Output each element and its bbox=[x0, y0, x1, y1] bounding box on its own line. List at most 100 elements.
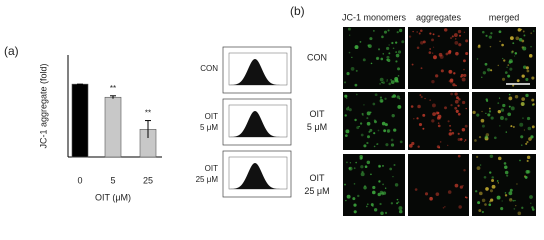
cell-signal bbox=[521, 97, 526, 101]
histogram-label: 25 μM bbox=[196, 175, 219, 184]
significance: ** bbox=[145, 109, 151, 118]
cell-signal bbox=[516, 183, 518, 185]
histogram-curve bbox=[229, 111, 287, 137]
cell-signal bbox=[522, 65, 527, 69]
cell-signal bbox=[489, 171, 492, 174]
cell-signal bbox=[483, 175, 487, 179]
cell-signal bbox=[499, 40, 501, 42]
cell-signal bbox=[360, 165, 364, 169]
cell-signal bbox=[497, 156, 502, 161]
x-tick-label: 5 bbox=[110, 175, 115, 185]
cell-signal bbox=[488, 203, 492, 207]
cell-signal bbox=[392, 47, 395, 50]
cell-signal bbox=[363, 144, 367, 148]
cell-signal bbox=[382, 81, 385, 84]
cell-signal bbox=[344, 114, 347, 117]
cell-signal bbox=[500, 207, 504, 211]
row-label: OIT bbox=[310, 173, 326, 183]
cell-signal bbox=[372, 102, 376, 106]
cell-signal bbox=[457, 138, 461, 141]
cell-signal bbox=[379, 202, 382, 206]
cell-signal bbox=[390, 143, 395, 147]
cell-signal bbox=[478, 44, 481, 47]
cell-signal bbox=[510, 51, 514, 54]
cell-signal bbox=[408, 35, 412, 38]
cell-signal bbox=[461, 100, 466, 105]
cell-signal bbox=[510, 125, 513, 128]
cell-signal bbox=[361, 112, 364, 115]
cell-signal bbox=[490, 32, 493, 35]
cell-signal bbox=[457, 112, 461, 116]
micrograph bbox=[408, 92, 469, 150]
cell-signal bbox=[436, 116, 441, 120]
cell-signal bbox=[437, 122, 440, 124]
cell-signal bbox=[484, 62, 488, 66]
cell-signal bbox=[388, 82, 392, 86]
cell-signal bbox=[432, 112, 436, 116]
cell-signal bbox=[476, 113, 480, 117]
cell-signal bbox=[465, 51, 469, 56]
cell-signal bbox=[394, 76, 399, 81]
cell-signal bbox=[489, 45, 492, 48]
cell-signal bbox=[366, 117, 369, 120]
row-label: CON bbox=[307, 52, 327, 62]
cell-signal bbox=[463, 59, 466, 63]
cell-signal bbox=[514, 95, 519, 99]
cell-signal bbox=[366, 205, 368, 208]
micrograph bbox=[408, 27, 469, 89]
cell-signal bbox=[508, 191, 513, 196]
cell-signal bbox=[465, 39, 469, 43]
cell-signal bbox=[514, 199, 516, 202]
histogram-curve bbox=[229, 163, 287, 189]
cell-signal bbox=[452, 83, 456, 87]
cell-signal bbox=[521, 144, 523, 146]
cell-signal bbox=[530, 32, 533, 35]
cell-signal bbox=[486, 99, 489, 102]
cell-signal bbox=[435, 192, 440, 196]
cell-signal bbox=[455, 38, 457, 40]
cell-signal bbox=[401, 40, 405, 44]
cell-signal bbox=[390, 202, 394, 205]
cell-signal bbox=[457, 154, 461, 158]
cell-signal bbox=[431, 103, 436, 108]
cell-signal bbox=[369, 37, 373, 41]
cell-signal bbox=[502, 103, 506, 108]
cell-signal bbox=[449, 78, 454, 83]
cell-signal bbox=[515, 204, 517, 207]
cell-signal bbox=[479, 164, 482, 166]
cell-signal bbox=[481, 110, 483, 113]
cell-signal bbox=[490, 198, 494, 202]
cell-signal bbox=[449, 79, 454, 84]
cell-signal bbox=[465, 196, 468, 199]
cell-signal bbox=[482, 30, 485, 34]
cell-signal bbox=[369, 128, 373, 132]
cell-signal bbox=[442, 207, 445, 209]
cell-signal bbox=[424, 192, 429, 196]
cell-signal bbox=[485, 187, 489, 191]
cell-signal bbox=[497, 64, 499, 67]
cell-signal bbox=[514, 52, 518, 55]
cell-signal bbox=[398, 206, 403, 211]
cell-signal bbox=[393, 128, 397, 132]
cell-signal bbox=[457, 104, 460, 107]
cell-signal bbox=[363, 104, 365, 106]
cell-signal bbox=[395, 51, 398, 54]
cell-signal bbox=[522, 46, 527, 51]
cell-signal bbox=[531, 206, 534, 209]
cell-signal bbox=[484, 135, 488, 139]
cell-signal bbox=[412, 30, 414, 33]
cell-signal bbox=[350, 67, 355, 71]
histogram-label: OIT bbox=[205, 112, 218, 121]
cell-signal bbox=[367, 135, 371, 139]
cell-signal bbox=[444, 106, 447, 110]
cell-signal bbox=[381, 192, 384, 196]
panel-label: (a) bbox=[4, 44, 19, 58]
cell-signal bbox=[480, 118, 485, 123]
cell-signal bbox=[437, 124, 441, 128]
cell-signal bbox=[373, 145, 376, 148]
cell-signal bbox=[347, 106, 350, 109]
cell-signal bbox=[353, 203, 357, 207]
bar bbox=[104, 96, 122, 158]
cell-signal bbox=[481, 198, 486, 203]
cell-signal bbox=[355, 93, 358, 96]
